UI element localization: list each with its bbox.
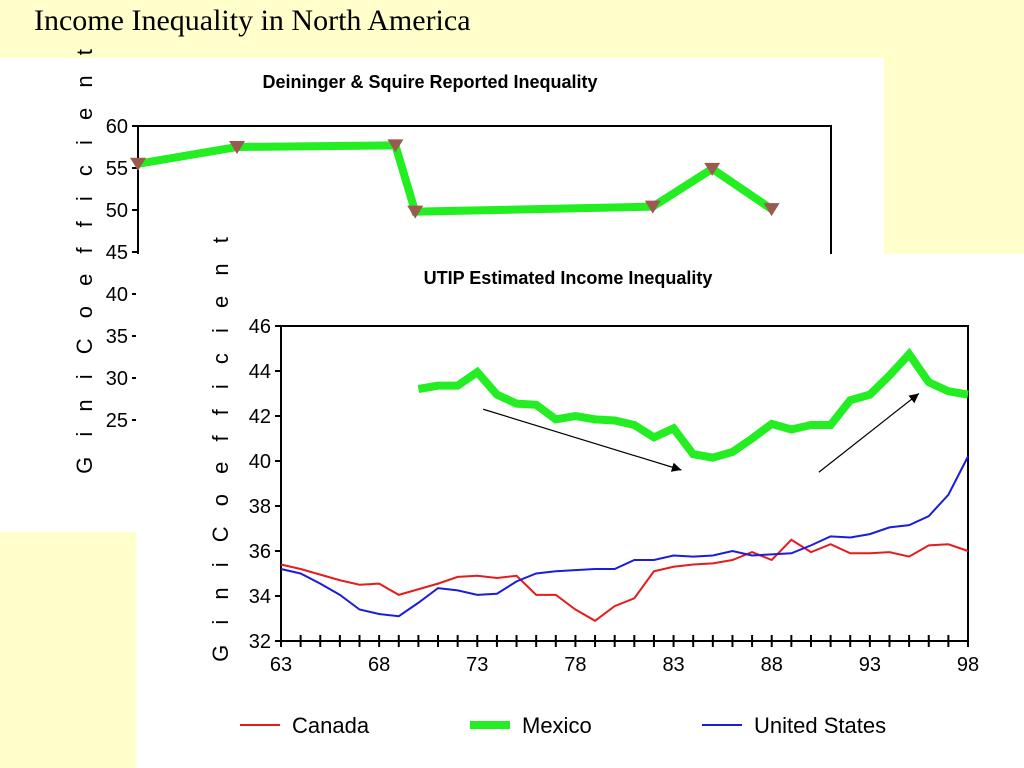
ds-y-tick-label: 45: [106, 242, 128, 264]
chart-panel-utip: UTIP Estimated Income Inequality G i n i …: [136, 230, 1024, 768]
ds-y-tick-label: 40: [106, 284, 128, 306]
legend-label: United States: [754, 713, 886, 738]
utip-x-tick-label: 83: [662, 654, 684, 676]
ds-plot-area: 25 30 35 40 45 50 55 60: [106, 116, 832, 432]
ds-series-0-line: [137, 141, 774, 216]
utip-x-tick-label: 73: [466, 654, 488, 676]
utip-plot-frame: [280, 325, 969, 642]
utip-series-united-states-line: [280, 456, 969, 618]
utip-x-tick-label: 93: [859, 654, 881, 676]
utip-y-tick-label: 38: [249, 496, 271, 518]
ds-y-tick-label: 50: [106, 200, 128, 222]
utip-y-tick-label: 42: [249, 406, 271, 428]
utip-y-tick-label: 40: [249, 451, 271, 473]
ds-title: Deininger & Squire Reported Inequality: [262, 72, 597, 92]
ds-y-tick-label: 55: [106, 158, 128, 180]
ds-data-point: [644, 200, 661, 214]
utip-x-tick-label: 63: [270, 654, 292, 676]
utip-x-tick-label: 78: [564, 654, 586, 676]
ds-data-point: [407, 205, 424, 219]
ds-y-tick-label: 25: [106, 410, 128, 432]
utip-y-axis-label: G i n i C o e f f i c i e n t: [208, 230, 233, 662]
ds-y-axis-label: G i n i C o e f f i c i e n t: [72, 42, 97, 474]
ds-data-point: [763, 203, 780, 217]
ds-y-tick-label: 35: [106, 326, 128, 348]
ds-y-tick-label: 30: [106, 368, 128, 390]
legend-item-mexico: Mexico: [470, 713, 592, 738]
utip-x-tick-label: 68: [368, 654, 390, 676]
deininger-squire-chart: Deininger & Squire Reported Inequality G …: [72, 42, 832, 474]
utip-y-tick-label: 34: [249, 586, 271, 608]
legend-item-united-states: United States: [702, 713, 886, 738]
utip-y-tick-label: 32: [249, 631, 271, 653]
utip-legend: Canada Mexico United States: [240, 713, 886, 738]
slide-title: Income Inequality in North America: [34, 4, 471, 37]
ds-data-point: [130, 157, 146, 171]
ds-data-point: [387, 139, 404, 153]
ds-data-point: [229, 141, 245, 154]
utip-trend-arrow: [482, 408, 682, 472]
utip-series-canada-line: [280, 538, 969, 622]
ds-y-tick-label: 60: [106, 116, 128, 138]
legend-label: Canada: [292, 713, 370, 738]
utip-y-tick-label: 46: [249, 316, 271, 338]
ds-data-point: [704, 162, 721, 176]
utip-trend-arrow: [818, 393, 920, 473]
legend-label: Mexico: [522, 713, 592, 738]
legend-item-canada: Canada: [240, 713, 370, 738]
utip-plot-area: 32 34 36 38 40 42 44 46 63 68 73 78 83 88 93 98: [249, 316, 979, 676]
utip-title: UTIP Estimated Income Inequality: [424, 268, 713, 288]
utip-y-tick-label: 44: [249, 361, 271, 383]
utip-series-mexico-line: [417, 347, 969, 462]
utip-x-tick-label: 88: [761, 654, 783, 676]
utip-y-tick-label: 36: [249, 541, 271, 563]
utip-chart: UTIP Estimated Income Inequality G i n i …: [208, 230, 979, 738]
utip-x-tick-label: 98: [957, 654, 979, 676]
